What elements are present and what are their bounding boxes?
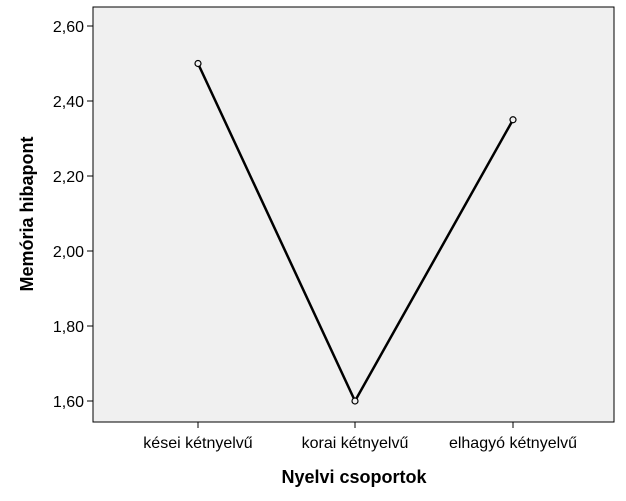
x-tick-label: korai kétnyelvű bbox=[302, 435, 409, 452]
y-tick-label: 2,00 bbox=[53, 244, 84, 261]
y-axis: 1,60 1,80 2,00 2,20 2,40 2,60 bbox=[53, 19, 93, 411]
plot-area bbox=[92, 6, 615, 423]
y-tick-label: 1,60 bbox=[53, 394, 84, 411]
x-axis-title: Nyelvi csoportok bbox=[281, 467, 427, 487]
x-tick-label: kései kétnyelvű bbox=[143, 435, 252, 452]
data-point-marker bbox=[351, 397, 359, 405]
y-tick-label: 2,60 bbox=[53, 19, 84, 36]
y-tick-label: 1,80 bbox=[53, 319, 84, 336]
data-point-marker bbox=[509, 116, 517, 124]
data-point-marker bbox=[194, 59, 202, 68]
x-tick-label: elhagyó kétnyelvű bbox=[449, 435, 577, 452]
series-group bbox=[194, 59, 517, 405]
x-axis: kései kétnyelvű korai kétnyelvű elhagyó ké… bbox=[143, 422, 577, 452]
y-tick-label: 2,20 bbox=[53, 169, 84, 186]
y-axis-title: Memória hibapont bbox=[17, 136, 37, 291]
y-tick-label: 2,40 bbox=[53, 94, 84, 111]
